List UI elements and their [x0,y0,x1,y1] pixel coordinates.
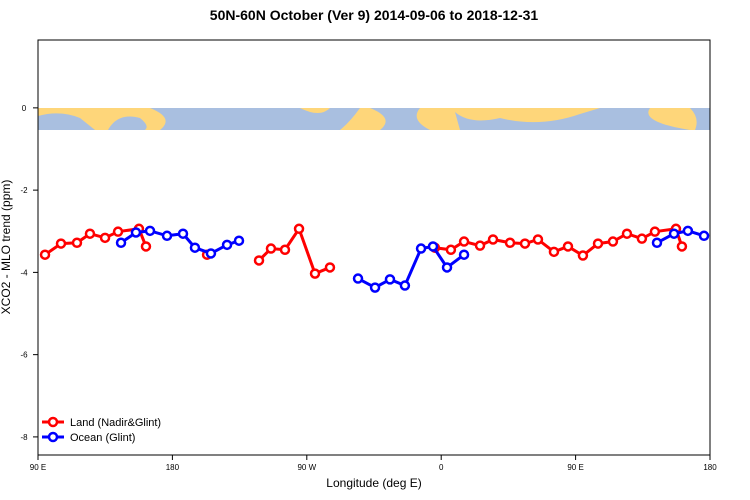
x-tick-label: 90 W [297,463,316,472]
y-tick-label: -8 [20,433,28,442]
point [577,250,589,261]
point [253,255,265,266]
point [293,223,305,235]
point [177,228,189,239]
point [99,232,111,244]
point [698,230,710,242]
x-tick-label: 90 E [567,463,583,472]
point [221,239,233,251]
point [279,244,291,256]
point [140,241,152,252]
point [668,228,680,239]
point [607,236,619,247]
point [71,237,83,249]
point [519,238,531,249]
y-tick-label: -2 [20,186,28,195]
point [399,280,411,291]
y-axis-label: XCO2 - MLO trend (ppm) [0,180,13,315]
legend-label: Ocean (Glint) [70,432,135,444]
x-tick-label: 0 [439,463,444,472]
point [233,235,245,246]
legend-label: Land (Nadir&Glint) [70,417,161,429]
point [592,238,604,249]
point [682,225,694,237]
plot-frame [37,39,711,456]
point [352,273,364,284]
y-tick-label: 0 [22,104,27,113]
point [205,248,217,259]
y-tick-label: -6 [20,351,28,360]
point [487,234,499,245]
chart-title: 50N-60N October (Ver 9) 2014-09-06 to 20… [210,7,539,23]
point [651,237,663,249]
point [532,234,544,245]
point [458,249,470,260]
point [115,237,127,249]
point [427,241,439,252]
series-line [44,225,684,276]
point [676,241,688,252]
point [415,243,427,254]
point [474,240,486,251]
point [112,226,124,237]
point [144,225,156,237]
point [445,244,457,256]
point [369,282,381,293]
x-axis-label: Longitude (deg E) [326,476,421,490]
point [441,262,453,273]
point [130,227,142,238]
x-tick-label: 180 [703,463,717,472]
point [504,237,516,249]
legend-marker [47,431,59,443]
point [636,233,648,244]
point [265,243,277,254]
point [548,246,560,258]
point [39,249,51,260]
point [649,226,661,237]
x-tick-label: 90 E [30,463,46,472]
point [55,238,67,249]
point [161,230,173,242]
point [84,228,96,239]
point [621,228,633,239]
x-tick-label: 180 [166,463,180,472]
point [309,268,321,279]
point [324,262,336,273]
map-band [38,108,710,130]
point [384,274,396,285]
point [458,236,470,247]
legend-marker [47,416,59,428]
y-tick-label: -4 [20,268,28,277]
point [562,241,574,252]
point [189,242,201,253]
